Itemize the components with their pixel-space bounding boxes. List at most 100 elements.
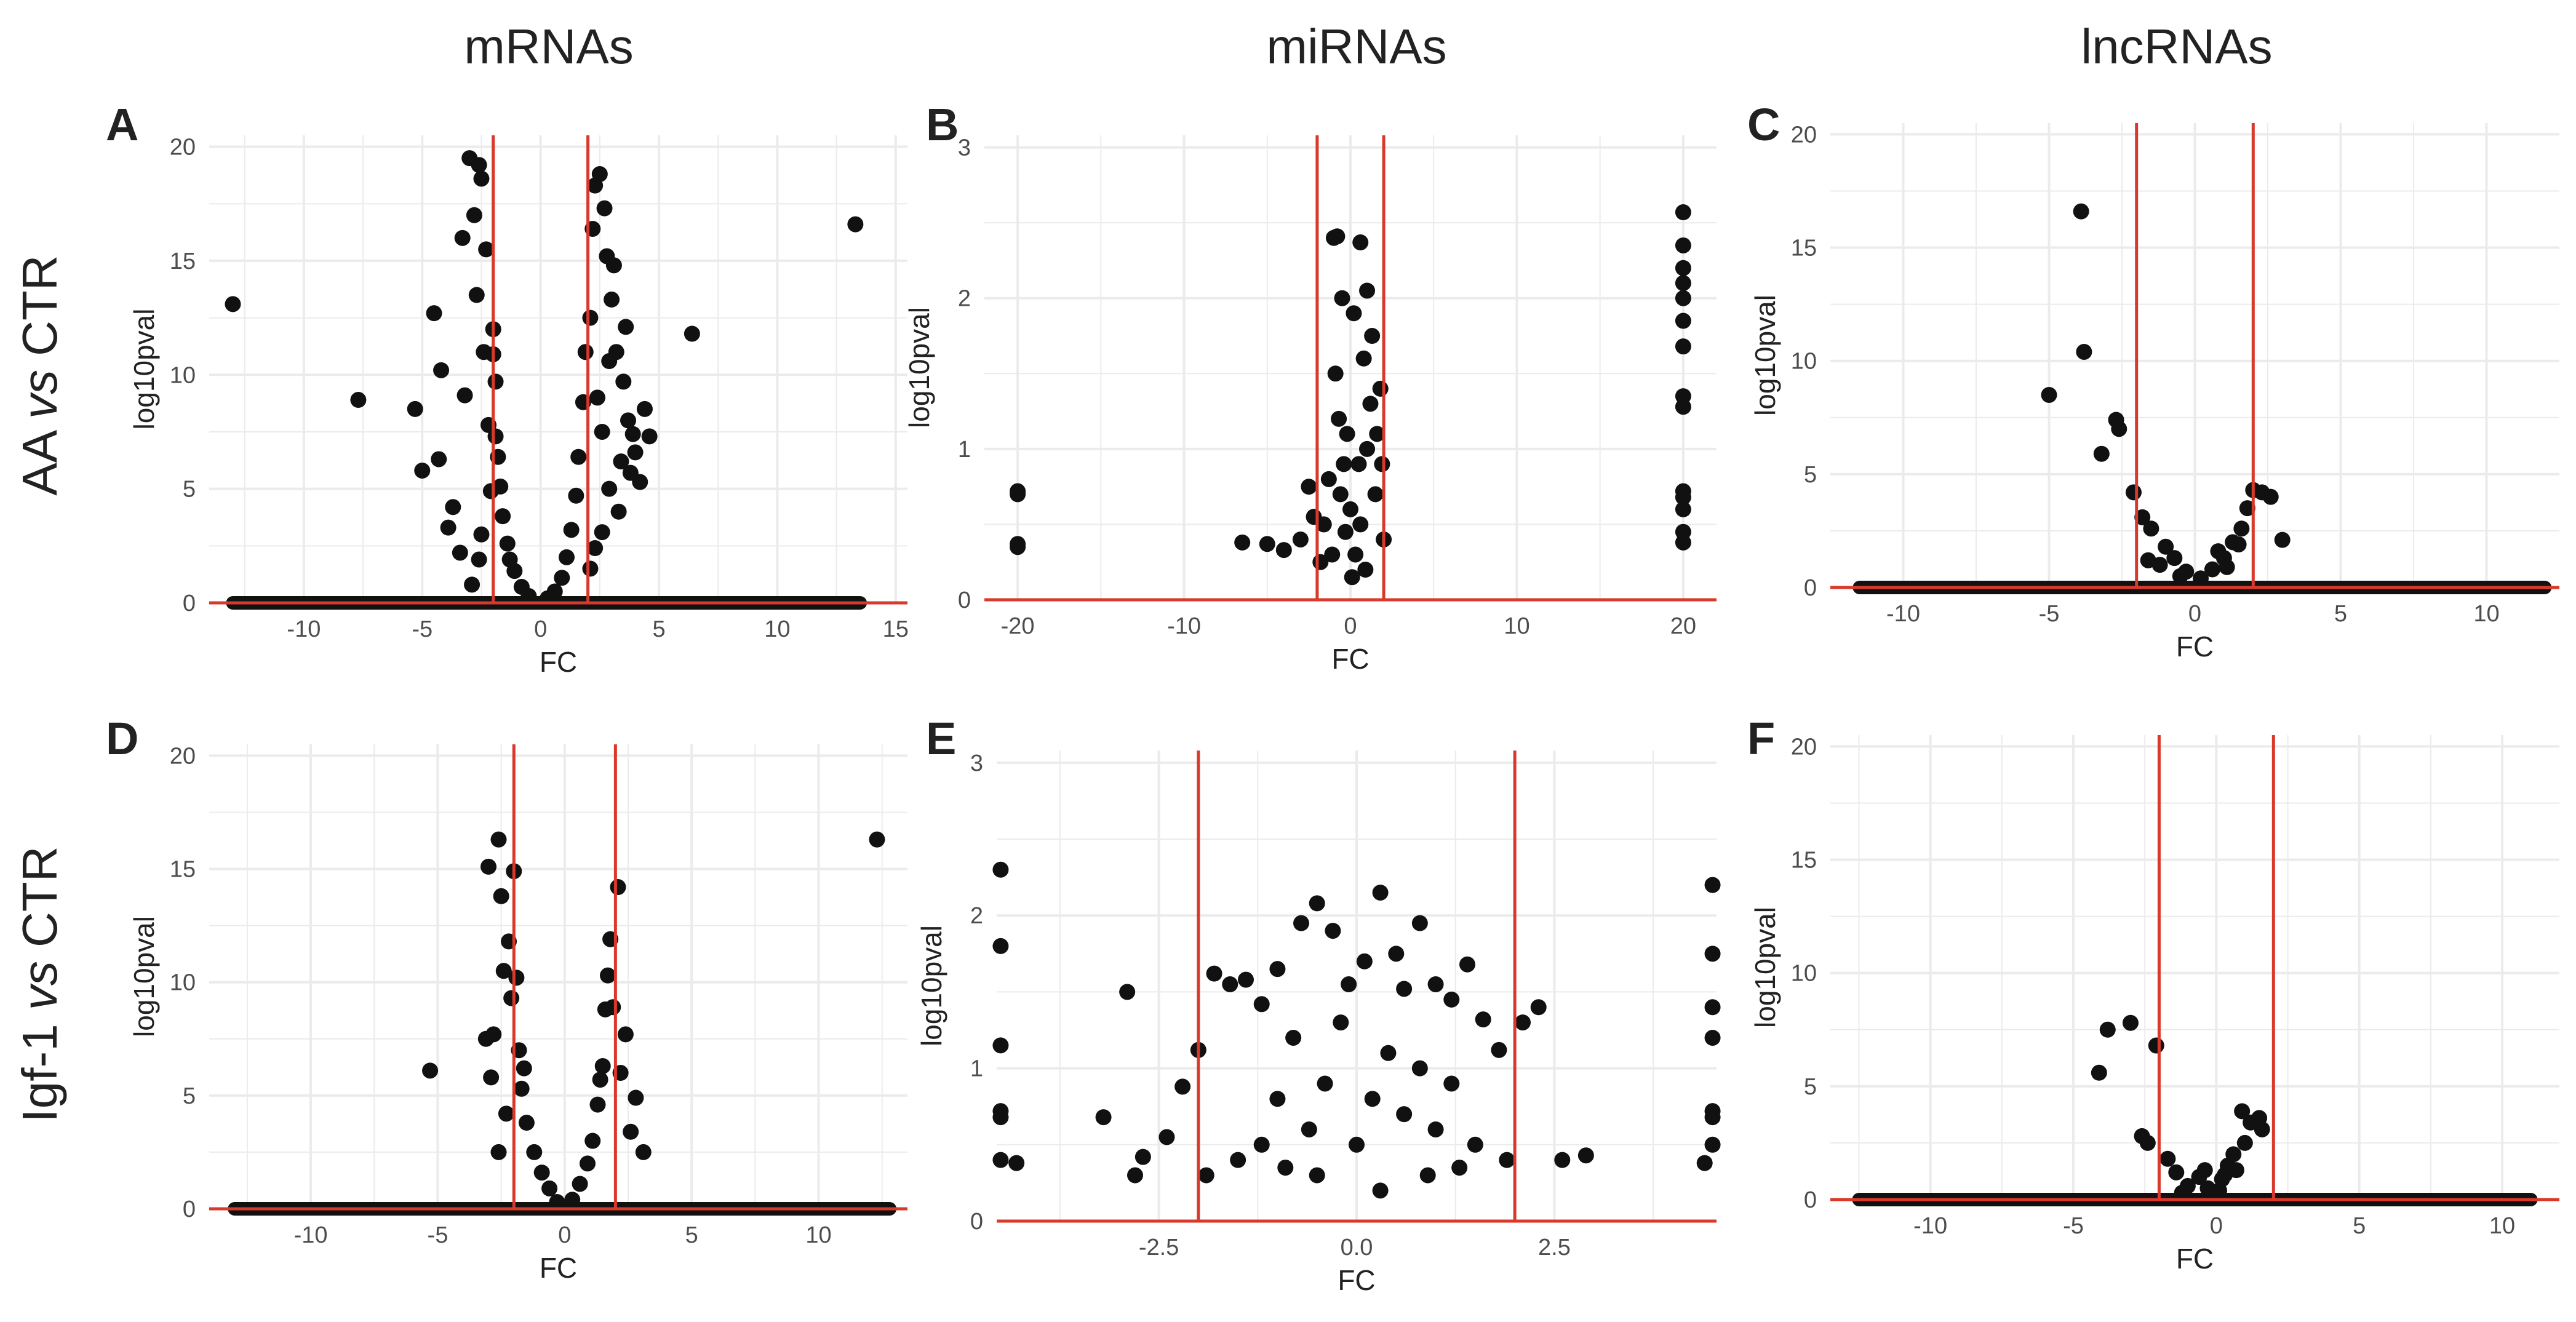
y-tick-label: 0 [183,591,196,616]
y-tick-label: 15 [170,249,196,274]
y-tick-label: 20 [170,135,196,161]
data-point [2139,1134,2156,1151]
data-point [457,387,473,404]
x-tick-label: -5 [2039,601,2060,627]
data-point [513,1080,530,1097]
data-point [2099,1021,2116,1038]
data-point [592,1072,608,1088]
data-point [992,1152,1009,1168]
data-point [635,1144,652,1160]
x-tick-label: -10 [1167,613,1201,639]
data-point [1206,965,1222,982]
data-point [1675,313,1691,329]
data-point [493,888,509,904]
y-tick-label: 10 [170,362,196,388]
data-point [1293,915,1309,931]
y-tick-label: 2 [970,903,983,929]
data-point [495,508,511,525]
y-tick-label: 20 [170,743,196,769]
x-tick-label: 10 [764,616,790,642]
y-tick-label: 10 [1791,961,1817,987]
data-point [1675,275,1691,292]
y-tick-label: 15 [170,857,196,883]
data-point [641,428,658,445]
data-point [572,1176,588,1192]
data-point [1277,1160,1294,1176]
data-point [440,519,457,536]
data-point [1309,895,1325,912]
data-point [426,305,442,322]
y-tick-label: 3 [958,135,971,161]
data-point [1119,984,1136,1000]
data-point [1675,534,1691,551]
data-point [624,426,641,442]
data-point [627,444,644,461]
data-point [594,423,610,440]
data-point [1259,536,1275,552]
data-point [601,480,618,497]
data-point [1341,976,1357,993]
data-point [1301,479,1317,495]
data-point [992,938,1009,954]
data-point [520,587,537,604]
data-point [1334,290,1350,306]
data-point [2239,500,2255,517]
data-point [589,389,605,406]
data-point [466,207,482,223]
data-point [1357,561,1374,578]
data-point [464,576,481,593]
y-tick-label: 5 [1804,462,1817,488]
data-point [2262,488,2279,505]
data-point [468,287,485,303]
data-point [1515,1014,1531,1031]
data-point [471,551,487,568]
data-point [2140,552,2156,568]
x-tick-label: -5 [428,1222,449,1248]
data-point [1577,1147,1594,1164]
data-point [1411,1060,1428,1077]
data-point [490,831,507,848]
panel-letter-d: D [106,713,139,764]
data-point [2168,1164,2185,1181]
data-point [1342,501,1358,517]
x-tick-label: -10 [1886,601,1920,627]
data-point [2233,520,2250,537]
data-point [2134,509,2151,525]
data-point [1704,1109,1721,1126]
data-point [564,1192,581,1208]
data-point [1234,534,1251,551]
y-tick-label: 0 [970,1209,983,1235]
data-point [618,319,634,335]
data-point [414,462,431,479]
y-tick-label: 5 [183,1083,196,1109]
data-point [1380,1045,1397,1061]
data-point [1198,1167,1214,1184]
y-tick-label: 10 [1791,349,1817,375]
y-tick-label: 20 [1791,734,1817,760]
data-point [483,1069,500,1086]
data-point [1704,999,1721,1016]
data-point [473,526,490,543]
data-point [473,170,490,187]
data-point [1253,996,1270,1013]
data-point [487,428,504,445]
data-point [549,1193,565,1210]
data-point [1238,971,1254,988]
y-tick-label: 0 [183,1197,196,1222]
data-point [526,1144,543,1160]
data-point [422,1062,439,1079]
data-point [1459,956,1475,973]
data-point [485,1026,502,1043]
data-point [541,1180,558,1197]
panel-letter-c: C [1747,99,1780,150]
data-point [2192,570,2209,587]
data-point [579,1155,596,1172]
data-point [584,1133,601,1149]
data-point [487,373,504,390]
y-tick-label: 1 [970,1056,983,1082]
x-tick-label: 20 [1670,613,1696,639]
x-tick-label: 15 [883,616,909,642]
data-point [225,296,241,313]
x-tick-label: -10 [1913,1213,1947,1239]
data-point [533,1165,550,1181]
